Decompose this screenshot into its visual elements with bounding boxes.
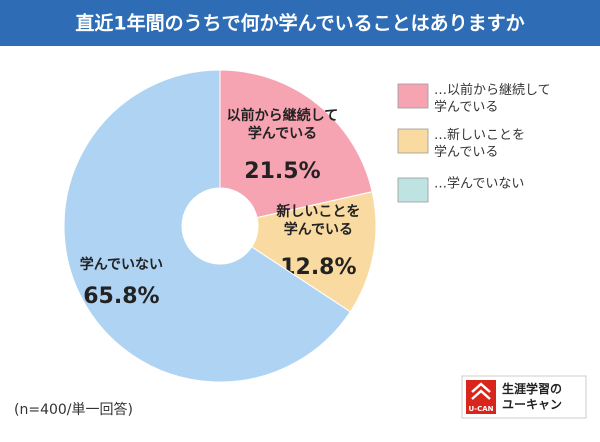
logo-icon	[471, 382, 491, 400]
legend-swatch	[397, 83, 429, 109]
chart-title: 直近1年間のうちで何か学んでいることはありますか	[75, 12, 524, 35]
value-label: 65.8%	[83, 284, 159, 309]
slice-category: 以前から継続して学んでいる	[227, 107, 339, 142]
legend-swatch	[397, 177, 429, 203]
value-label: 21.5%	[244, 159, 320, 184]
logo-mark: U-CAN	[468, 405, 493, 413]
note: (n=400/単一回答)	[14, 401, 133, 418]
logo-text: 生涯学習のユーキャン	[502, 381, 562, 412]
slice	[63, 69, 351, 383]
legend-swatch	[397, 128, 429, 154]
title-bar	[0, 0, 600, 46]
legend-label: …新しいことを学んでいる	[434, 127, 525, 160]
slice	[251, 191, 377, 313]
legend-label: …以前から継続して学んでいる	[434, 82, 551, 115]
slice-category: 学んでいない	[80, 256, 163, 273]
slice-category: 新しいことを学んでいる	[276, 203, 360, 238]
legend-label: …学んでいない	[434, 176, 524, 192]
slice	[219, 69, 373, 219]
